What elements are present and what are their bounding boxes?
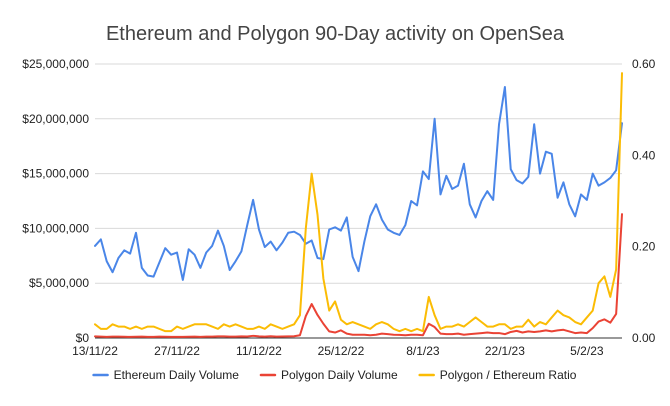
series-line-ethereum-daily-volume [94, 86, 623, 281]
legend: Ethereum Daily Volume Polygon Daily Volum… [92, 368, 577, 382]
legend-label: Ethereum Daily Volume [114, 368, 240, 382]
gridlines [95, 63, 622, 339]
x-tick-label: 11/12/22 [236, 344, 282, 358]
x-tick-label: 25/12/22 [318, 344, 365, 358]
series-lines [94, 72, 623, 338]
right-y-tick-label: 0.20 [632, 240, 656, 254]
x-tick-label: 13/11/22 [72, 344, 118, 358]
left-y-tick-label: $0 [76, 331, 90, 345]
x-tick-label: 27/11/22 [154, 344, 200, 358]
left-y-tick-label: $25,000,000 [22, 57, 89, 71]
right-y-tick-label: 0.60 [632, 57, 656, 71]
x-tick-label: 8/1/23 [406, 344, 440, 358]
left-y-tick-label: $5,000,000 [29, 276, 89, 290]
series-line-polygon-ethereum-ratio [94, 72, 623, 333]
legend-item: Ethereum Daily Volume [92, 368, 240, 382]
legend-label: Polygon Daily Volume [281, 368, 398, 382]
chart-title: Ethereum and Polygon 90-Day activity on … [106, 23, 565, 45]
legend-label: Polygon / Ethereum Ratio [440, 368, 577, 382]
left-y-tick-label: $10,000,000 [22, 221, 89, 235]
left-y-tick-label: $20,000,000 [22, 112, 89, 126]
left-y-tick-label: $15,000,000 [22, 167, 89, 181]
x-tick-label: 22/1/23 [485, 344, 525, 358]
x-axis: 13/11/22 27/11/22 11/12/22 25/12/22 8/1/23 22… [72, 344, 604, 358]
left-y-axis: $0 $5,000,000 $10,000,000 $15,000,000 $20,00… [22, 57, 89, 345]
right-y-tick-label: 0.40 [632, 148, 656, 162]
legend-item: Polygon / Ethereum Ratio [418, 368, 577, 382]
series-line-polygon-daily-volume [94, 213, 623, 338]
right-y-tick-label: 0.00 [632, 331, 656, 345]
x-tick-label: 5/2/23 [570, 344, 604, 358]
legend-item: Polygon Daily Volume [259, 368, 398, 382]
right-y-axis: 0.00 0.20 0.40 0.60 [632, 57, 656, 345]
